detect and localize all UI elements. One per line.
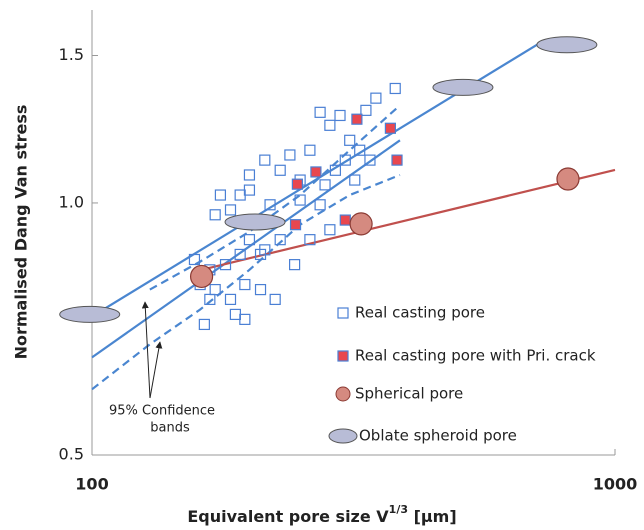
square-marker [234,189,246,201]
square-marker [314,199,326,211]
legend-label: Real casting pore [355,304,485,322]
legend-marker [337,350,349,362]
legend-label: Oblate spheroid pore [359,427,517,445]
square-marker [319,179,331,191]
square-marker [274,164,286,176]
square-marker [214,189,227,201]
square-marker [274,234,286,246]
square-marker [344,134,356,146]
x-axis-label: Equivalent pore size V1/3 [μm] [187,503,456,526]
square-marker [289,259,301,271]
ellipse-marker [224,213,286,231]
crack-marker [351,113,363,125]
annotation-arrow [141,301,151,399]
ticks: 0.5 1.0 1.5 100 1000 [59,45,638,493]
square-marker [209,283,221,296]
y-tick-label: 0.5 [59,445,84,464]
square-marker [364,154,376,166]
square-marker [209,209,221,221]
square-marker [219,259,232,271]
y-axis-label: Normalised Dang Van stress [12,105,31,360]
x-axis-label-part: [μm] [408,507,457,526]
square-marker [304,234,316,246]
annotation: 95% Confidence [109,404,215,419]
circle-marker [349,212,373,236]
fit-line [201,168,616,271]
square-marker [243,184,256,196]
circle-marker [556,167,580,191]
x-axis-label-sup: 1/3 [389,503,408,516]
ellipse-marker [59,305,121,323]
crack-marker [384,122,396,134]
square-marker [360,104,372,116]
crack-marker [289,219,302,231]
circle-marker [189,264,214,289]
annotation-arrow [149,341,163,399]
crack-marker [291,178,303,190]
crack-marker [310,166,322,178]
square-marker [229,308,241,321]
square-marker [234,248,246,261]
y-tick-label: 1.5 [59,45,84,64]
square-marker [239,313,251,325]
annotation: bands [150,421,190,436]
square-marker [243,234,256,246]
fit-line [149,104,401,291]
legend-label: Real casting pore with Pri. crack [355,347,596,365]
square-marker [254,248,267,261]
square-marker [239,278,251,291]
x-tick-label: 1000 [593,475,638,494]
square-marker [370,92,382,104]
square-marker [324,224,336,236]
crack-marker [339,214,351,226]
square-marker [188,253,201,266]
square-marker [324,119,336,131]
legend-label: Spherical pore [355,385,463,403]
square-marker [334,109,346,122]
square-marker [224,204,237,216]
legend-marker [335,386,351,402]
square-marker [339,154,351,166]
square-marker [294,194,306,206]
legend-marker [328,428,358,444]
square-marker [349,174,361,186]
fit-line [91,139,401,359]
fit-line [91,173,401,391]
square-marker [329,164,341,176]
square-marker [314,106,326,118]
square-marker [284,149,296,161]
ellipse-marker [432,78,494,96]
x-axis-label-part: Equivalent pore size V [187,507,389,526]
square-marker [264,199,276,211]
square-marker [354,144,366,156]
square-marker [389,82,401,95]
crack-marker [391,154,403,166]
x-tick-label: 100 [75,475,108,494]
square-marker [269,293,281,306]
legend: Real casting pore Real casting pore with … [328,304,596,445]
y-tick-label: 1.0 [59,192,84,211]
ellipse-marker [536,36,598,54]
square-marker [304,144,316,156]
square-marker [198,318,210,331]
points [59,36,598,331]
square-marker [224,293,237,306]
legend-marker [337,307,349,319]
square-marker [259,154,271,166]
square-marker [254,283,267,296]
square-marker [204,293,216,306]
square-marker [243,169,256,181]
